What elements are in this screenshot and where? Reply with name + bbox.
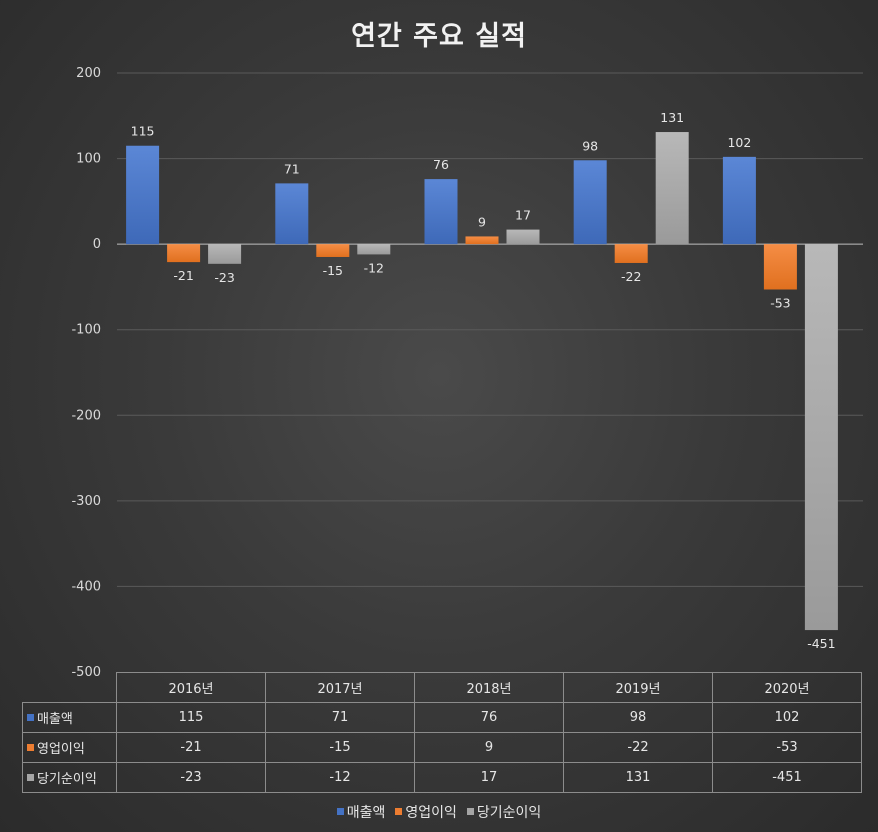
table-cell: -12 [265,762,415,793]
data-label: 115 [131,124,155,139]
y-tick-label: -100 [71,323,101,338]
legend-swatch-icon [466,808,474,815]
table-header-cell: 2019년 [563,672,713,703]
data-label: 9 [478,214,486,229]
bar-당기순이익-2016년 [208,244,242,264]
data-label: -12 [364,260,384,275]
bar-영업이익-2018년 [465,236,499,245]
table-cell: -23 [116,762,266,793]
table-cell: -21 [116,732,266,763]
table-header-cell: 2016년 [116,672,266,703]
legend-swatch-icon [27,714,34,721]
table-cell: 131 [563,762,713,793]
bar-영업이익-2017년 [316,244,350,257]
data-label: 71 [284,161,300,176]
table-header-cell: 2020년 [712,672,862,703]
bar-당기순이익-2019년 [655,132,689,245]
data-label: 76 [433,157,449,172]
chart-title: 연간 주요 실적 [351,21,527,52]
data-label: -21 [173,268,193,283]
data-label: 17 [515,208,531,223]
y-tick-label: -200 [71,408,101,423]
bar-영업이익-2020년 [763,244,797,290]
legend: 매출액 영업이익 당기순이익 [0,802,878,822]
table-cell: -451 [712,762,862,793]
bar-당기순이익-2017년 [357,244,391,255]
legend-entry: 매출액 [336,802,385,822]
table-row-header: 매출액 [22,702,117,733]
y-tick-label: -300 [71,494,101,509]
bar-매출액-2019년 [573,160,607,245]
bar-당기순이익-2018년 [506,229,540,245]
legend-swatch-icon [27,744,34,751]
table-cell: 98 [563,702,713,733]
table-row-header: 영업이익 [22,732,117,763]
legend-swatch-icon [27,774,34,781]
legend-swatch-icon [336,808,344,815]
bar-영업이익-2016년 [167,244,201,263]
data-label: -53 [770,295,790,310]
data-label: -22 [621,269,641,284]
bar-영업이익-2019년 [614,244,648,263]
table-cell: 76 [414,702,564,733]
table-cell: -15 [265,732,415,763]
table-cell: 17 [414,762,564,793]
data-label: -23 [214,270,234,285]
table-header-cell: 2018년 [414,672,564,703]
data-label: 131 [660,110,684,125]
bar-매출액-2020년 [722,156,756,245]
data-label: 98 [582,138,598,153]
data-label: -451 [807,636,835,651]
data-label: 102 [727,135,751,150]
legend-entry: 당기순이익 [466,802,541,822]
table-cell: 102 [712,702,862,733]
table-cell: 71 [265,702,415,733]
bar-매출액-2018년 [424,179,458,245]
table-row: 당기순이익 -23 -12 17 131 -451 [22,762,862,793]
y-tick-label: -400 [71,579,101,594]
bar-매출액-2016년 [126,145,160,245]
bar-당기순이익-2020년 [804,244,838,631]
table-row: 영업이익 -21 -15 9 -22 -53 [22,732,862,763]
y-tick-label: 0 [93,237,101,252]
legend-entry: 영업이익 [395,802,457,822]
table-corner [22,672,117,703]
data-label: -15 [323,263,343,278]
legend-swatch-icon [395,808,403,815]
table-cell: 115 [116,702,266,733]
table-cell: -53 [712,732,862,763]
data-table: 2016년 2017년 2018년 2019년 2020년 매출액 115 71 76 98 102… [22,672,862,793]
y-tick-label: 200 [76,66,101,81]
table-header-cell: 2017년 [265,672,415,703]
table-cell: -22 [563,732,713,763]
table-row-header: 당기순이익 [22,762,117,793]
y-tick-label: 100 [76,152,101,167]
table-row: 매출액 115 71 76 98 102 [22,702,862,733]
bar-매출액-2017년 [275,183,309,245]
table-cell: 9 [414,732,564,763]
